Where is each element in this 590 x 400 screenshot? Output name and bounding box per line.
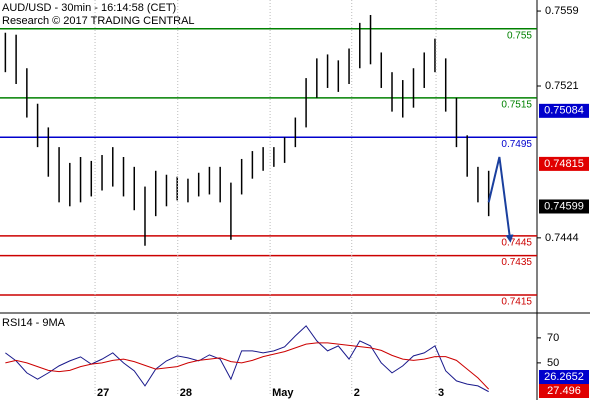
x-tick-label: 3 [438,387,444,399]
price-label: 26.2652 [544,371,584,383]
price-label-box [539,384,589,399]
y-tick-label: 50 [547,357,559,369]
price-label-box [539,156,589,171]
price-label-box [539,103,589,118]
plot-background [0,0,537,400]
y-tick-label: 0.7559 [545,5,579,17]
price-label: 0.74815 [544,158,584,170]
level-label: 0.755 [507,30,532,41]
level-label: 0.7435 [501,257,532,268]
level-label: 0.7415 [501,297,532,308]
level-label: 0.7515 [501,99,532,110]
x-tick-label: 27 [97,387,109,399]
x-tick-label: May [272,387,294,399]
rsi-line [5,342,490,390]
rsi-line [5,325,489,393]
y-tick-label: 0.7521 [545,80,579,92]
level-label: 0.7495 [501,139,532,150]
level-label: 0.7445 [501,238,532,249]
y-tick-label: 70 [547,332,559,344]
rsi-title: RSI14 - 9MA [2,317,66,329]
forecast-arrow [487,156,514,243]
x-tick-label: 28 [180,387,192,399]
price-label-box [539,370,589,385]
chart-subtitle: Research © 2017 TRADING CENTRAL [2,15,195,27]
x-tick-label: 2 [354,387,360,399]
chart-title: AUD/USD - 30min - 16:14:58 (CET) [2,2,176,14]
price-label: 0.74599 [544,200,584,212]
price-label-box [539,199,589,214]
y-tick-label: 0.7444 [545,232,579,244]
price-label: 27.496 [547,385,581,397]
price-label: 0.75084 [544,105,584,117]
